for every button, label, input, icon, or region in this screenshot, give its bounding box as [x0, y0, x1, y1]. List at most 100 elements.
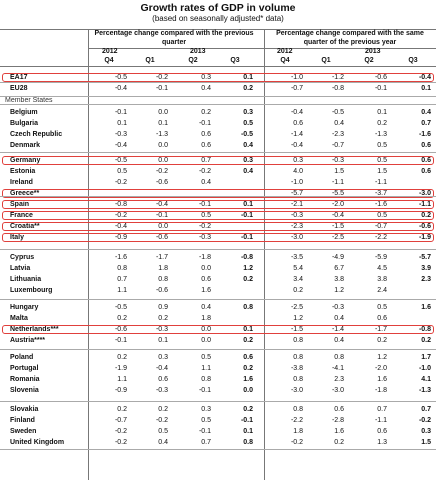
table-cell: 0.2	[243, 337, 253, 344]
table-cell: 0.2	[243, 365, 253, 372]
row-label: Greece**	[10, 190, 40, 197]
row-label: Estonia	[10, 168, 36, 175]
table-cell: -0.4	[290, 109, 303, 116]
table-row: Portugal -1.9 -0.4 1.1 0.2 -3.8 -4.1 -2.0 -1.0	[0, 364, 436, 374]
table-cell: -2.5	[331, 234, 344, 241]
table-cell: 0.2	[243, 276, 253, 283]
table-cell: 0.2	[243, 85, 253, 92]
table-cell: 0.6	[243, 354, 253, 361]
table-cell: 0.4	[201, 179, 211, 186]
table-cell: 1.3	[377, 439, 387, 446]
table-cell: -1.6	[418, 131, 431, 138]
table-cell: 0.2	[117, 354, 127, 361]
table-cell: 0.4	[334, 315, 344, 322]
table-cell: 0.5	[243, 120, 253, 127]
table-cell: -0.2	[114, 439, 127, 446]
table-cell: 0.5	[377, 142, 387, 149]
quarter-label: Q4	[104, 57, 114, 64]
row-label: Belgium	[10, 109, 38, 116]
table-cell: 0.2	[158, 315, 168, 322]
table-cell: 0.6	[201, 276, 211, 283]
table-cell: 1.8	[158, 265, 168, 272]
table-cell: -0.6	[155, 234, 168, 241]
row-label: Croatia**	[10, 223, 40, 230]
table-cell: -0.2	[114, 428, 127, 435]
row-label: Lithuania	[10, 276, 42, 283]
table-cell: 0.8	[117, 265, 127, 272]
table-cell: 1.6	[421, 304, 431, 311]
table-cell: 1.6	[243, 376, 253, 383]
table-cell: -1.0	[290, 74, 303, 81]
table-cell: -3.0	[290, 387, 303, 394]
table-cell: -1.7	[155, 254, 168, 261]
row-label: France	[10, 212, 33, 219]
table-cell: 0.4	[334, 120, 344, 127]
table-cell: 3.8	[334, 276, 344, 283]
divider	[0, 449, 436, 450]
table-cell: 0.5	[377, 212, 387, 219]
table-cell: -0.6	[155, 287, 168, 294]
divider	[0, 401, 436, 402]
table-cell: 0.3	[243, 157, 253, 164]
table-cell: -0.9	[114, 387, 127, 394]
table-row: Hungary -0.5 0.9 0.4 0.8 -2.5 -0.3 0.5 1.6	[0, 303, 436, 313]
table-row: Romania 1.1 0.6 0.8 1.6 0.8 2.3 1.6 4.1	[0, 375, 436, 385]
table-cell: 3.8	[377, 276, 387, 283]
table-cell: -2.2	[290, 417, 303, 424]
divider	[0, 104, 436, 105]
table-cell: 0.1	[377, 109, 387, 116]
table-cell: 1.5	[421, 439, 431, 446]
table-cell: -0.4	[114, 85, 127, 92]
table-cell: -0.4	[155, 201, 168, 208]
table-row: EU28 -0.4 -0.1 0.4 0.2 -0.7 -0.8 -0.1 0.1	[0, 84, 436, 94]
table-cell: 0.5	[201, 417, 211, 424]
table-cell: -0.2	[198, 168, 211, 175]
table-cell: -2.5	[290, 304, 303, 311]
table-cell: -0.3	[290, 212, 303, 219]
table-cell: 0.2	[117, 406, 127, 413]
table-cell: -5.5	[331, 190, 344, 197]
table-cell: 1.6	[334, 428, 344, 435]
table-cell: -0.4	[114, 142, 127, 149]
table-cell: 0.0	[201, 326, 211, 333]
table-cell: -0.1	[114, 109, 127, 116]
quarter-label: Q2	[188, 57, 198, 64]
highlight-box	[2, 189, 434, 198]
table-cell: 0.0	[158, 109, 168, 116]
table-cell: -0.5	[240, 131, 253, 138]
table-row: Ireland -0.2 -0.6 0.4 -1.0 -1.1 -1.1	[0, 178, 436, 188]
table-cell: -0.4	[155, 365, 168, 372]
table-cell: -0.2	[155, 417, 168, 424]
table-cell: -0.1	[198, 120, 211, 127]
table-cell: 0.3	[201, 406, 211, 413]
table-cell: 0.5	[377, 157, 387, 164]
table-cell: -2.3	[290, 223, 303, 230]
table-cell: 1.1	[201, 365, 211, 372]
table-cell: 0.6	[158, 376, 168, 383]
table-cell: 0.4	[243, 142, 253, 149]
row-label: Romania	[10, 376, 40, 383]
divider	[0, 152, 436, 153]
table-cell: 0.2	[377, 337, 387, 344]
table-cell: -0.3	[331, 157, 344, 164]
table-cell: -0.4	[418, 74, 431, 81]
header-quarter: Percentage change compared with the prev…	[94, 30, 254, 46]
table-cell: 0.2	[158, 406, 168, 413]
quarter-label: Q1	[145, 57, 155, 64]
table-cell: 0.1	[243, 428, 253, 435]
table-row: Finland -0.7 -0.2 0.5 -0.1 -2.2 -2.8 -1.1 -0.2	[0, 416, 436, 426]
table-cell: 0.6	[201, 131, 211, 138]
table-cell: 0.7	[421, 120, 431, 127]
table-cell: 0.8	[293, 354, 303, 361]
table-cell: 0.8	[243, 304, 253, 311]
table-cell: -1.8	[198, 254, 211, 261]
table-cell: 0.4	[421, 109, 431, 116]
table-cell: -1.5	[290, 326, 303, 333]
table-cell: 0.7	[377, 406, 387, 413]
table-cell: 0.3	[243, 109, 253, 116]
table-cell: 1.1	[117, 287, 127, 294]
table-cell: -0.6	[374, 74, 387, 81]
member-states-label: Member States	[5, 97, 53, 104]
table-cell: 0.6	[377, 428, 387, 435]
divider	[0, 349, 436, 350]
